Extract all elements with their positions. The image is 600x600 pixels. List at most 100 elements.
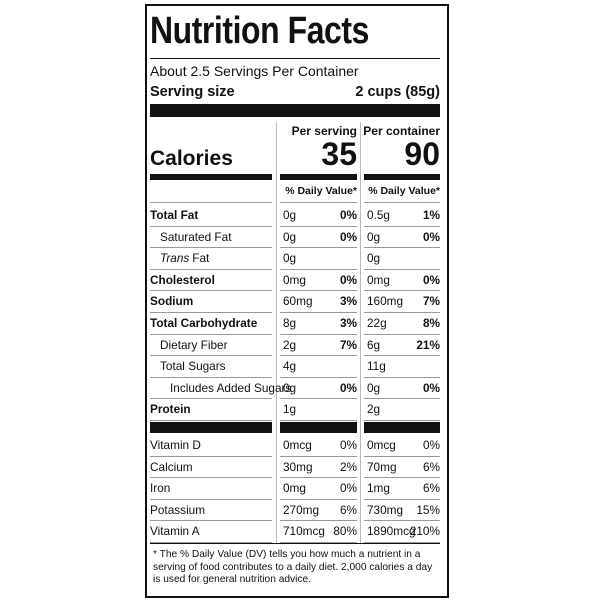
row-rule — [280, 542, 357, 543]
daily-value: 0% — [422, 438, 440, 452]
nutrient-name: Trans Fat — [160, 251, 209, 265]
thick-rule — [280, 174, 357, 180]
nutrient-name: Cholesterol — [150, 273, 215, 287]
vitamin-name: Potassium — [150, 502, 206, 517]
row-rule — [150, 498, 272, 500]
nutrient-name: Total Carbohydrate — [150, 316, 257, 330]
nutrient-name: Includes Added Sugars — [170, 381, 291, 395]
name-part: Total Carbohydrate — [150, 316, 258, 330]
daily-value: 80% — [333, 524, 357, 539]
column-header: Per serving — [291, 124, 357, 138]
serving-size-label: Serving size — [150, 84, 235, 100]
daily-value: 3% — [339, 316, 357, 330]
row-rule — [364, 333, 440, 335]
name-part: Saturated Fat — [160, 229, 232, 244]
amount: 0g — [367, 229, 381, 244]
dv-header: % Daily Value* — [368, 185, 440, 197]
amount: 0mg — [283, 272, 306, 287]
servings: About 2.5 Servings Per Container — [150, 63, 359, 79]
rule — [150, 58, 440, 59]
row-rule — [150, 333, 272, 335]
name-part: Trans — [160, 251, 190, 266]
thick-rule — [364, 422, 440, 433]
row-rule — [280, 247, 357, 249]
column-header: Per container — [363, 124, 440, 138]
row-rule — [280, 225, 357, 227]
daily-value: 1% — [422, 208, 440, 222]
vitamin-name: Calcium — [150, 459, 193, 474]
daily-value: 0% — [422, 229, 440, 244]
row-rule — [280, 398, 357, 400]
calories-value: 90 — [404, 136, 440, 172]
row-rule — [150, 477, 272, 479]
row-rule — [364, 290, 440, 292]
name-part: Total Fat — [150, 208, 199, 222]
thick-rule — [150, 422, 272, 433]
amount: 160mg — [367, 294, 404, 309]
amount: 1g — [283, 402, 297, 417]
row-rule — [364, 455, 440, 457]
daily-value: 0% — [339, 380, 357, 395]
amount: 0g — [283, 251, 297, 266]
column-separator — [276, 122, 277, 544]
amount: 710mcg — [283, 524, 325, 539]
rule — [150, 202, 272, 203]
name-part: Fat — [192, 251, 210, 266]
row-rule — [280, 477, 357, 479]
daily-value: 6% — [339, 502, 357, 517]
name-part: Includes Added Sugars — [170, 380, 292, 395]
row-rule — [364, 520, 440, 522]
row-rule — [280, 290, 357, 292]
amount: 0mg — [283, 481, 306, 496]
amount: 0g — [283, 229, 297, 244]
daily-value: 3% — [339, 294, 357, 309]
amount: 2g — [283, 337, 297, 352]
amount: 30mg — [283, 459, 313, 474]
name-part: Total Sugars — [160, 359, 226, 374]
amount: 1mg — [367, 481, 390, 496]
daily-value: 15% — [416, 502, 440, 517]
row-rule — [150, 455, 272, 457]
title: Nutrition Facts — [150, 10, 369, 52]
row-rule — [280, 455, 357, 457]
row-rule — [280, 333, 357, 335]
rule — [280, 202, 357, 203]
row-rule — [364, 542, 440, 543]
name-part: Dietary Fiber — [160, 337, 228, 352]
amount: 2g — [367, 402, 381, 417]
row-rule — [280, 268, 357, 270]
name-part: Cholesterol — [150, 272, 215, 287]
row-rule — [150, 247, 272, 249]
column-separator — [360, 122, 361, 544]
nutrient-name: Protein — [150, 402, 191, 416]
amount: 0mcg — [283, 438, 312, 452]
row-rule — [150, 398, 272, 400]
thick-rule — [150, 104, 440, 117]
row-rule — [150, 225, 272, 227]
amount: 0.5g — [367, 208, 390, 222]
row-rule — [150, 268, 272, 270]
row-rule — [150, 290, 272, 292]
calories-label: Calories — [150, 147, 233, 170]
thick-rule — [150, 174, 272, 180]
daily-value: 0% — [422, 380, 440, 395]
row-rule — [150, 520, 272, 522]
dv-header: % Daily Value* — [285, 185, 357, 197]
vitamin-name: Iron — [150, 481, 171, 496]
name-part: Sodium — [150, 294, 194, 309]
amount: 270mg — [283, 502, 320, 517]
daily-value: 0% — [339, 438, 357, 452]
row-rule — [364, 247, 440, 249]
row-rule — [280, 376, 357, 378]
amount: 0g — [367, 251, 381, 266]
serving-size-value: 2 cups (85g) — [355, 84, 440, 100]
amount: 6g — [367, 337, 381, 352]
amount: 60mg — [283, 294, 313, 309]
row-rule — [364, 498, 440, 500]
row-rule — [364, 398, 440, 400]
nutrient-name: Dietary Fiber — [160, 338, 228, 352]
rule — [364, 202, 440, 203]
amount: 22g — [367, 316, 387, 330]
label-border — [145, 4, 449, 598]
row-rule — [280, 498, 357, 500]
